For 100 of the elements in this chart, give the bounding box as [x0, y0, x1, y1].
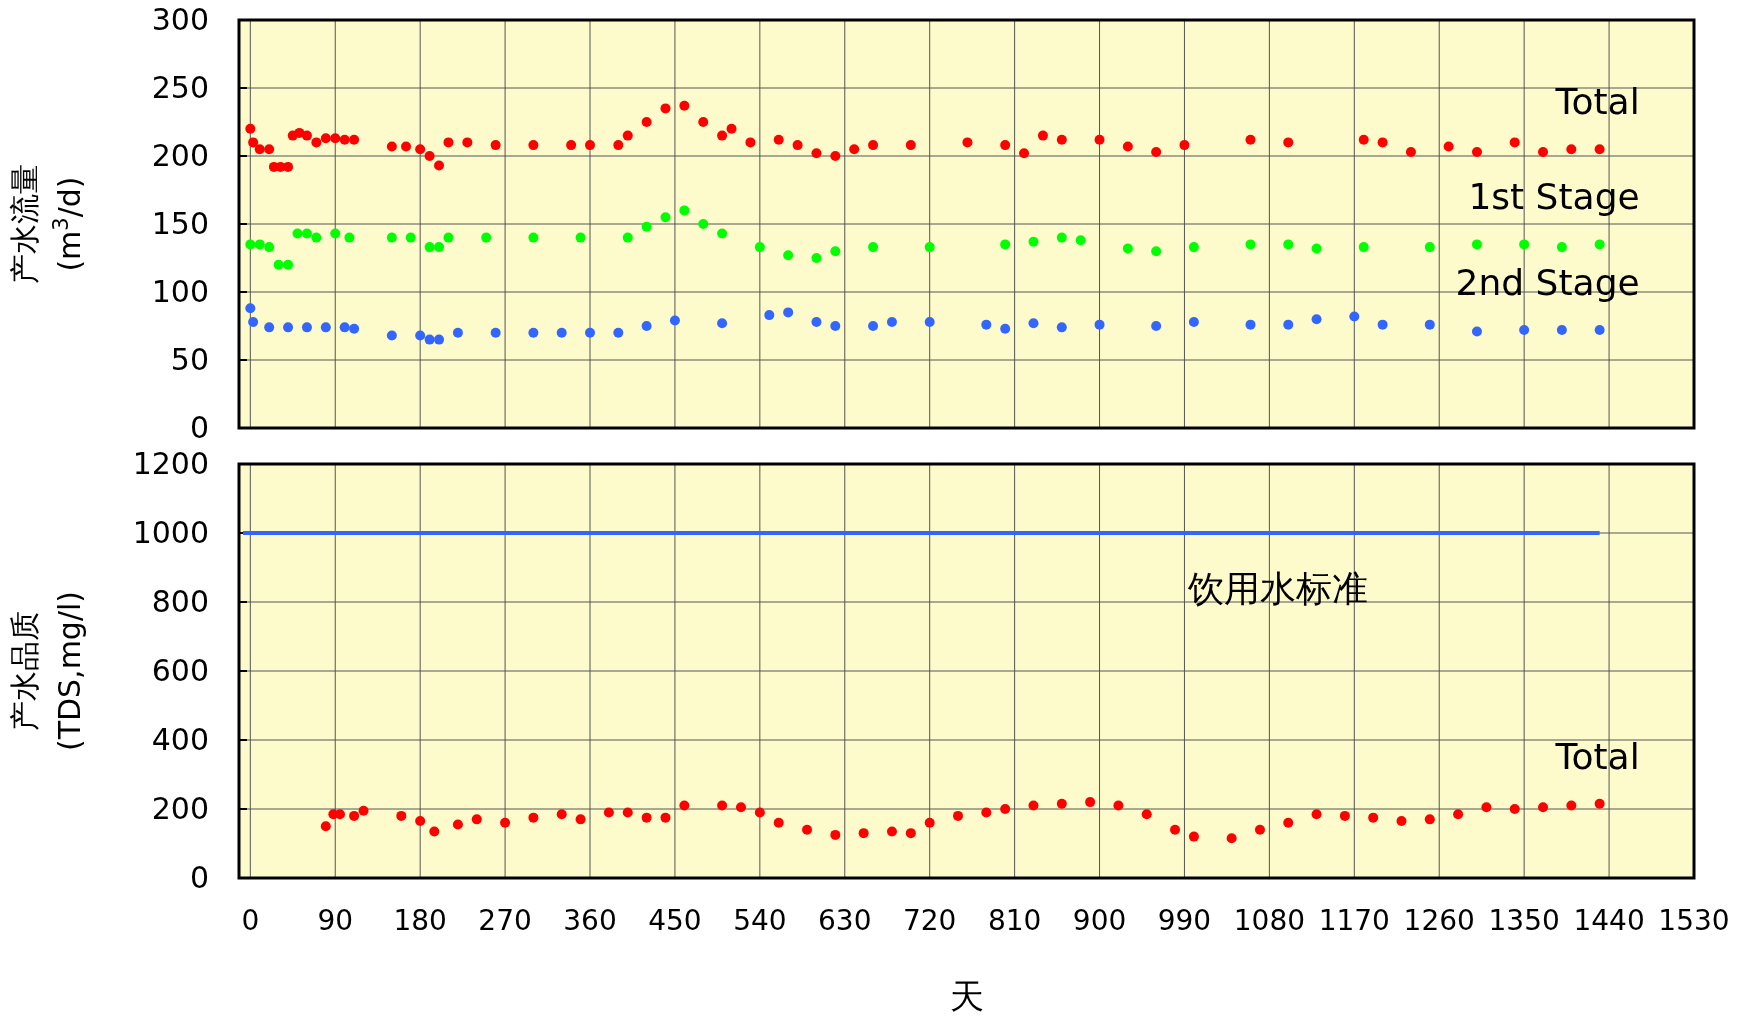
point	[452, 819, 463, 830]
point	[349, 323, 360, 334]
point	[1453, 809, 1464, 820]
point	[886, 826, 897, 837]
point	[471, 814, 482, 825]
point	[1226, 833, 1237, 844]
point	[1396, 816, 1407, 827]
point	[783, 307, 794, 318]
point	[1151, 321, 1162, 331]
point	[1245, 319, 1256, 330]
point	[830, 321, 841, 331]
y-tick-label: 1000	[132, 515, 209, 550]
point	[264, 322, 275, 333]
point	[1349, 311, 1360, 322]
point	[1594, 325, 1605, 336]
point	[1122, 243, 1133, 254]
point	[575, 232, 586, 243]
point	[953, 810, 964, 821]
y-tick-label: 800	[151, 584, 209, 619]
point	[424, 334, 435, 345]
series-label: Total	[1554, 735, 1640, 777]
point	[405, 232, 416, 243]
point	[1424, 242, 1435, 253]
point	[415, 330, 426, 341]
point	[248, 316, 259, 327]
point	[1254, 824, 1265, 835]
point	[754, 807, 765, 818]
x-tick-label: 1080	[1233, 904, 1306, 937]
point	[1170, 824, 1181, 835]
point	[1141, 809, 1152, 820]
point	[1377, 319, 1388, 330]
point	[783, 250, 794, 261]
x-tick-label: 180	[393, 904, 447, 937]
point	[1056, 232, 1067, 243]
point	[1283, 239, 1294, 250]
point	[905, 828, 916, 839]
point	[575, 814, 586, 825]
point	[924, 316, 935, 327]
y-tick-label: 0	[189, 410, 209, 445]
point	[320, 821, 331, 832]
x-tick-label: 990	[1157, 904, 1212, 937]
point	[283, 259, 294, 270]
point	[1556, 325, 1567, 336]
point	[1000, 323, 1011, 334]
point	[528, 812, 539, 823]
point	[641, 321, 652, 331]
point	[1509, 804, 1520, 814]
point	[320, 322, 331, 333]
point	[429, 826, 440, 837]
point	[330, 228, 341, 239]
point	[311, 232, 322, 243]
point	[802, 824, 813, 835]
point	[981, 807, 992, 818]
y-tick-label: 150	[151, 206, 209, 241]
point	[641, 221, 652, 232]
x-tick-label: 810	[987, 904, 1042, 937]
point	[1566, 800, 1577, 811]
point	[1368, 812, 1379, 823]
point	[773, 817, 784, 828]
point	[264, 242, 275, 253]
point	[1481, 802, 1492, 813]
point	[924, 242, 935, 253]
point	[1594, 239, 1605, 250]
point	[1519, 325, 1530, 336]
point	[830, 829, 841, 840]
point	[273, 259, 284, 270]
point	[622, 807, 633, 818]
point	[358, 805, 369, 816]
point	[1085, 797, 1096, 808]
point	[1471, 326, 1482, 337]
point	[1424, 814, 1435, 825]
point	[1311, 809, 1322, 820]
point	[660, 212, 671, 223]
x-tick-label: 630	[818, 904, 872, 937]
point	[245, 303, 256, 314]
point	[868, 321, 879, 331]
y-tick-label: 1200	[132, 446, 209, 481]
point	[717, 228, 728, 239]
point	[1283, 817, 1294, 828]
x-tick-label: 720	[902, 904, 957, 937]
point	[811, 316, 822, 327]
x-tick-label: 450	[648, 904, 702, 937]
point	[886, 316, 897, 327]
point	[1075, 235, 1086, 246]
x-tick-label: 270	[478, 904, 532, 937]
y-tick-label: 400	[151, 722, 209, 757]
point	[1113, 800, 1124, 811]
x-tick-label: 90	[317, 904, 354, 937]
point	[434, 334, 445, 345]
point	[283, 322, 294, 333]
point	[1519, 239, 1530, 250]
point	[500, 817, 511, 828]
point	[981, 319, 992, 330]
series-label: 2nd Stage	[1455, 262, 1640, 304]
y-axis-title: 产水品质 (TDS,mg/l)	[7, 590, 87, 752]
point	[858, 828, 869, 839]
point	[1424, 319, 1435, 330]
y-tick-label: 300	[151, 2, 209, 37]
point	[717, 800, 728, 811]
y-tick-label: 50	[170, 342, 209, 377]
